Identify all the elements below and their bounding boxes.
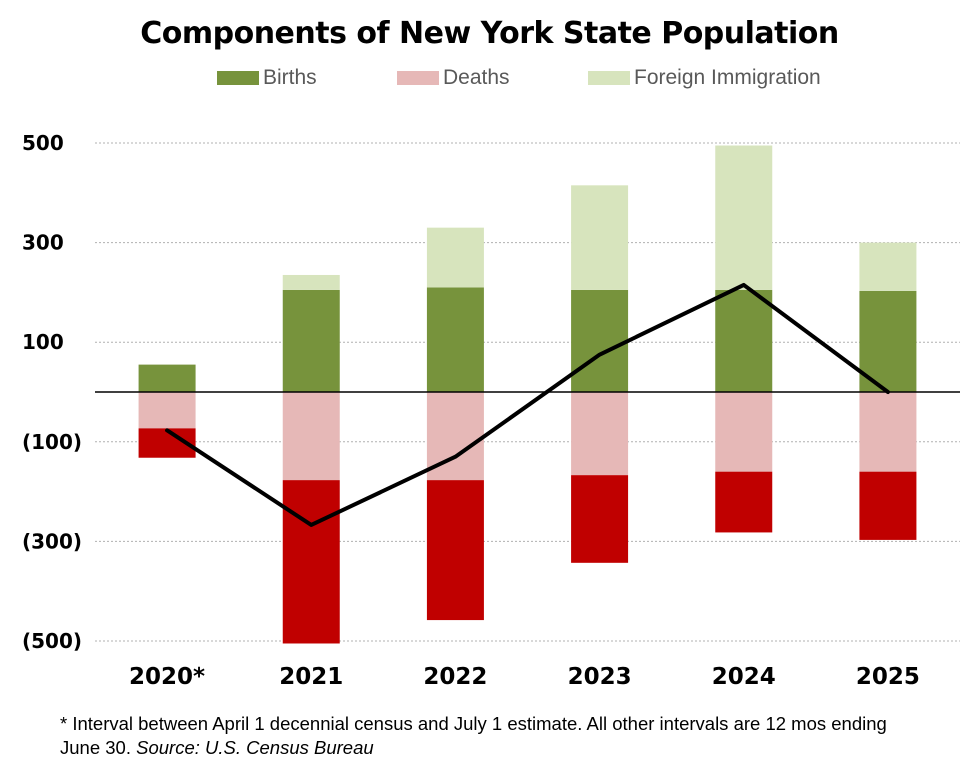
bar-deaths	[859, 392, 917, 472]
bar-deaths-dark	[282, 480, 340, 644]
bar-deaths	[571, 392, 629, 476]
footnote-source: Source: U.S. Census Bureau	[136, 737, 374, 758]
legend-swatch-immigration	[588, 71, 630, 85]
gridlines	[95, 142, 960, 642]
bar-deaths	[138, 392, 196, 429]
legend-swatch-births	[217, 71, 259, 85]
y-tick-label: (300)	[22, 529, 82, 553]
legend-label-births: Births	[263, 66, 317, 89]
bar-births	[426, 287, 484, 392]
y-tick-label: 500	[22, 131, 64, 155]
bar-immigration	[859, 242, 917, 291]
net-change-polyline	[165, 282, 890, 527]
bar-births	[859, 290, 917, 392]
bar-deaths-dark	[571, 475, 629, 563]
y-tick-label: 300	[22, 231, 64, 255]
footnote-text: * Interval between April 1 decennial cen…	[60, 713, 887, 758]
x-tick-label: 2022	[423, 664, 487, 690]
x-tick-label: 2020*	[129, 664, 205, 690]
bar-births	[715, 289, 773, 392]
bar-deaths-dark	[859, 471, 917, 540]
bar-births	[282, 289, 340, 392]
bar-births	[138, 364, 196, 392]
bar-immigration	[715, 145, 773, 290]
y-tick-labels: 500 300 100 (100) (300) (500)	[22, 131, 82, 653]
legend: Births Deaths Foreign Immigration	[0, 66, 979, 96]
y-tick-label: (100)	[22, 430, 82, 454]
legend-item-immigration: Foreign Immigration	[588, 66, 821, 90]
legend-label-deaths: Deaths	[443, 66, 510, 89]
bar-deaths	[282, 392, 340, 481]
bar-immigration	[282, 274, 340, 290]
legend-item-births: Births	[217, 66, 317, 90]
bar-immigration	[571, 185, 629, 290]
x-tick-label: 2025	[856, 664, 920, 690]
legend-label-immigration: Foreign Immigration	[634, 66, 821, 89]
x-tick-label: 2023	[568, 664, 632, 690]
bar-immigration	[426, 227, 484, 288]
footnote: * Interval between April 1 decennial cen…	[60, 712, 920, 760]
legend-item-deaths: Deaths	[397, 66, 510, 90]
bars	[138, 145, 917, 644]
bar-deaths	[715, 392, 773, 472]
chart-title: Components of New York State Population	[140, 16, 839, 51]
bar-births	[571, 289, 629, 392]
legend-swatch-deaths	[397, 71, 439, 85]
y-tick-label: 100	[22, 330, 64, 354]
x-tick-labels: 2020* 2021 2022 2023 2024 2025	[129, 664, 920, 690]
bar-deaths-dark	[715, 471, 773, 533]
y-tick-label: (500)	[22, 629, 82, 653]
x-tick-label: 2024	[712, 664, 776, 690]
x-tick-label: 2021	[279, 664, 343, 690]
bar-deaths-dark	[426, 480, 484, 621]
net-change-line	[165, 282, 890, 527]
